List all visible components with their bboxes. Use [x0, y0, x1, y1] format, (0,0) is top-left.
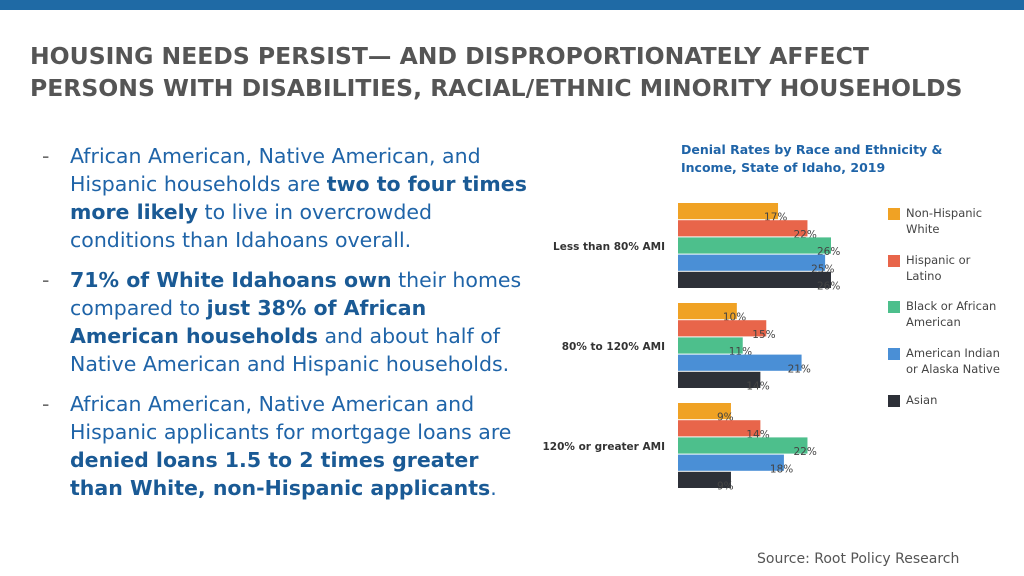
bullet-text: African American, Native American, and H…: [70, 144, 481, 196]
bullet-text: .: [490, 476, 497, 500]
legend-label-line: White: [906, 222, 940, 236]
bar-asian-120-or-greater-ami: [678, 471, 731, 488]
bar-black-or-african-american-120-or-greater-ami: [678, 437, 808, 454]
bar-black-or-african-american-less-than-80-ami: [678, 237, 831, 254]
bar-asian-80-to-120-ami: [678, 371, 761, 388]
category-label-less-than-80-ami: Less than 80% AMI: [553, 241, 665, 253]
bullet-item-loan-denials: - African American, Native American and H…: [40, 390, 530, 502]
slide-title-line-1: HOUSING NEEDS PERSIST— AND DISPROPORTION…: [30, 42, 869, 70]
legend-label-line: Black or African: [906, 299, 997, 313]
bar-non-hispanic-white-80-to-120-ami: [678, 303, 737, 320]
bullet-list: - African American, Native American, and …: [40, 142, 530, 514]
chart-title: Denial Rates by Race and Ethnicity & Inc…: [681, 141, 1001, 177]
bar-hispanic-or-latino-120-or-greater-ami: [678, 420, 761, 437]
legend-label-line: American: [906, 315, 961, 329]
bullet-item-overcrowding: - African American, Native American, and …: [40, 142, 530, 254]
bullet-emphasis: two to four times more likely: [70, 172, 527, 224]
value-label-asian-120-or-greater-ami: 9%: [717, 481, 734, 493]
bar-hispanic-or-latino-less-than-80-ami: [678, 220, 808, 237]
slide-title-line-2: PERSONS WITH DISABILITIES, RACIAL/ETHNIC…: [30, 74, 963, 102]
legend-swatch: [888, 255, 900, 267]
source-note: Source: Root Policy Research: [757, 551, 960, 567]
legend-label-line: Asian: [906, 393, 938, 407]
bullet-dash: -: [42, 144, 50, 168]
legend-swatch: [888, 348, 900, 360]
bar-american-indian-or-alaska-native-less-than-80-ami: [678, 254, 826, 271]
category-label-80-to-120-ami: 80% to 120% AMI: [562, 341, 665, 353]
value-label-asian-less-than-80-ami: 26%: [817, 281, 840, 293]
slide-title: HOUSING NEEDS PERSIST— AND DISPROPORTION…: [30, 40, 1010, 104]
legend-swatch: [888, 208, 900, 220]
legend-label: American Indian or Alaska Native: [906, 345, 1016, 377]
bar-non-hispanic-white-120-or-greater-ami: [678, 403, 731, 420]
legend-label-line: American Indian: [906, 346, 1000, 360]
bar-asian-less-than-80-ami: [678, 271, 831, 288]
bar-black-or-african-american-80-to-120-ami: [678, 337, 743, 354]
legend-label: Hispanic or Latino: [906, 252, 1016, 284]
bar-american-indian-or-alaska-native-120-or-greater-ami: [678, 454, 784, 471]
bar-hispanic-or-latino-80-to-120-ami: [678, 320, 767, 337]
bullet-emphasis: denied loans 1.5 to 2 times greater than…: [70, 448, 491, 500]
category-label-120-or-greater-ami: 120% or greater AMI: [543, 441, 666, 453]
legend-label-line: Non-Hispanic: [906, 206, 983, 220]
top-accent-bar: [0, 0, 1024, 10]
bar-non-hispanic-white-less-than-80-ami: [678, 203, 779, 220]
bullet-text: to live in overcrowded conditions than I…: [70, 200, 432, 252]
legend-label-line: or Alaska Native: [906, 362, 1000, 376]
legend-swatch: [888, 301, 900, 313]
bullet-text: and about half of Native American and Hi…: [70, 324, 510, 376]
value-label-hispanic-or-latino-80-to-120-ami: 15%: [752, 329, 775, 341]
bar-american-indian-or-alaska-native-80-to-120-ami: [678, 354, 802, 371]
bullet-text: their homes compared to: [70, 268, 522, 320]
bullet-dash: -: [42, 268, 50, 292]
bullet-dash: -: [42, 392, 50, 416]
bullet-item-homeownership: -71% of White Idahoans own their homes c…: [40, 266, 530, 378]
legend-label-line: Hispanic or: [906, 253, 971, 267]
legend-label-line: Latino: [906, 269, 942, 283]
value-label-american-indian-or-alaska-native-120-or-greater-ami: 18%: [770, 463, 793, 475]
legend-label: Black or African American: [906, 298, 1016, 330]
value-label-black-or-african-american-120-or-greater-ami: 22%: [793, 446, 816, 458]
value-label-american-indian-or-alaska-native-80-to-120-ami: 21%: [788, 363, 811, 375]
bullet-emphasis: 71% of White Idahoans own: [70, 268, 392, 292]
chart-title-line-2: Income, State of Idaho, 2019: [681, 160, 886, 175]
legend-label: Non-Hispanic White: [906, 205, 1016, 237]
bullet-text: African American, Native American and Hi…: [70, 392, 512, 444]
bullet-emphasis: just 38% of African American households: [70, 296, 427, 348]
value-label-asian-80-to-120-ami: 14%: [746, 381, 769, 393]
legend-swatch: [888, 395, 900, 407]
chart-title-line-1: Denial Rates by Race and Ethnicity &: [681, 142, 943, 157]
legend-label: Asian: [906, 392, 1016, 408]
